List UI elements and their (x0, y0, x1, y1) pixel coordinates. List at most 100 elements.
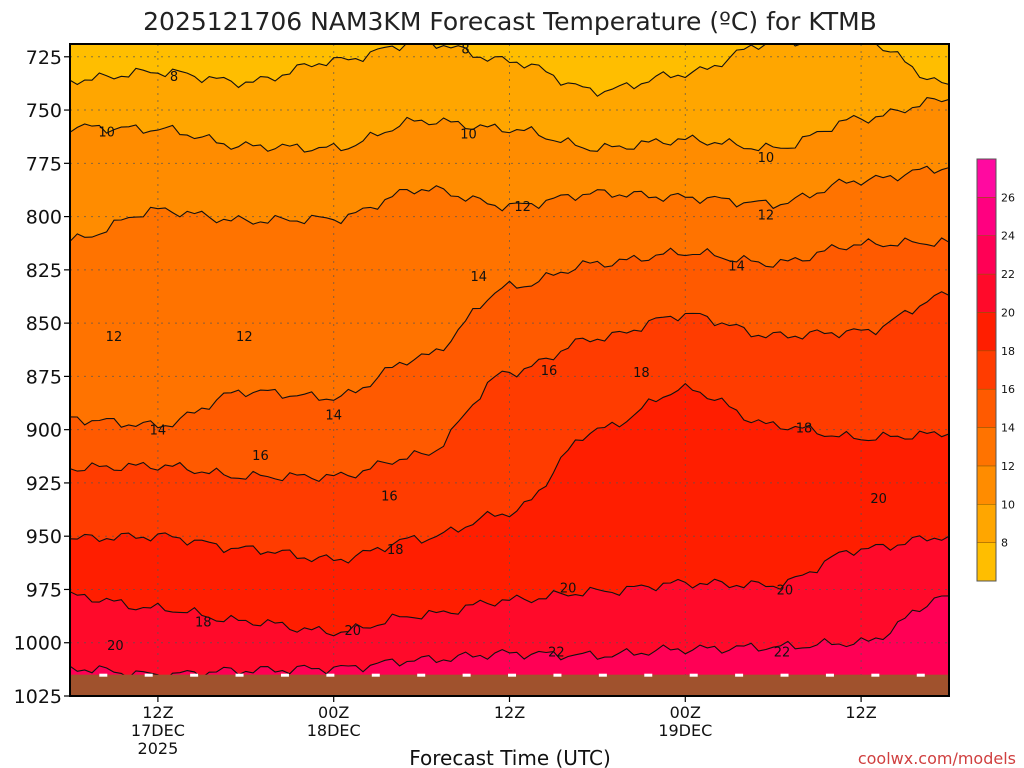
x-tick-label: 12Z (142, 703, 173, 722)
ground-surface-speckle (99, 673, 108, 677)
y-tick-label: 900 (26, 420, 62, 442)
ground-surface-speckle (780, 673, 789, 677)
contour-label: 12 (758, 208, 775, 223)
colorbar-label: 24 (1001, 230, 1015, 243)
contour-label: 10 (98, 125, 115, 140)
x-tick-label: 18DEC (307, 721, 361, 740)
contour-label: 8 (170, 70, 178, 85)
colorbar-label: 10 (1001, 498, 1015, 511)
y-tick-label: 825 (26, 260, 62, 282)
ground-surface-speckle (462, 673, 471, 677)
y-tick-label: 1000 (14, 633, 62, 655)
contour-labels: 8 8 10 10 10 12 12 12 12 14 14 14 14 16 16 16 18 18 18 18 20… (98, 42, 887, 660)
contour-label: 20 (344, 624, 361, 639)
contour-label: 18 (387, 543, 404, 558)
x-tick-label: 12Z (845, 703, 876, 722)
colorbar-swatch (976, 273, 997, 313)
colorbar-swatch (976, 350, 997, 390)
colorbar-swatch (976, 235, 997, 275)
colorbar-label: 18 (1001, 345, 1015, 358)
colorbar-label: 22 (1001, 268, 1015, 281)
isotherm-8 (70, 44, 949, 97)
x-tick-label: 00Z (670, 703, 701, 722)
colorbar-swatch (976, 542, 997, 582)
colorbar-swatch (976, 312, 997, 352)
ground-surface-speckle (871, 673, 880, 677)
x-tick-label: 19DEC (658, 721, 712, 740)
y-tick-label: 925 (26, 473, 62, 495)
colorbar-swatch (976, 427, 997, 467)
isotherm-20 (70, 535, 949, 637)
contour-label: 10 (758, 151, 775, 166)
isotherm-10 (70, 97, 949, 153)
colorbar-swatch (976, 504, 997, 543)
contour-label: 20 (560, 581, 577, 596)
isotherm-16 (70, 291, 949, 483)
contour-label: 20 (107, 639, 124, 654)
ground-surface-speckle (508, 673, 517, 677)
contour-label: 20 (777, 583, 794, 598)
contour-label: 16 (541, 364, 558, 379)
chart-title: 2025121706 NAM3KM Forecast Temperature (… (143, 7, 877, 36)
ground-surface-speckle (144, 673, 153, 677)
contour-label: 22 (548, 645, 565, 660)
ground-surface (70, 674, 949, 696)
y-tick-label: 750 (26, 100, 62, 122)
contour-label: 14 (728, 260, 745, 275)
contour-label: 16 (252, 449, 269, 464)
colorbar: 8 10 12 14 16 18 20 22 24 26 (976, 158, 1015, 582)
colorbar-label: 26 (1001, 191, 1015, 204)
ground-layer (70, 673, 949, 696)
ground-surface-speckle (417, 673, 426, 677)
x-axis-label: Forecast Time (UTC) (409, 746, 611, 768)
colorbar-label: 12 (1001, 460, 1015, 473)
ground-surface-speckle (235, 673, 244, 677)
ground-surface-speckle (689, 673, 698, 677)
isotherm-lines (70, 44, 949, 682)
isotherm-22 (70, 595, 949, 682)
ground-surface-speckle (326, 673, 335, 677)
ground-surface-speckle (825, 673, 834, 677)
y-tick-label: 725 (26, 47, 62, 69)
isotherm-18 (70, 382, 949, 564)
colorbar-swatch (976, 465, 997, 505)
contour-label: 12 (514, 200, 531, 215)
y-tick-label: 800 (26, 207, 62, 229)
contour-label: 20 (870, 492, 887, 507)
ground-surface-speckle (916, 673, 925, 677)
contour-label: 8 (461, 42, 469, 57)
isotherm-14 (70, 237, 949, 429)
colorbar-swatch (976, 388, 997, 428)
ground-surface-speckle (598, 673, 607, 677)
colorbar-swatch (976, 158, 997, 198)
y-tick-label: 975 (26, 579, 62, 601)
contour-label: 22 (774, 645, 791, 660)
colorbar-label: 16 (1001, 383, 1015, 396)
plot-area: 8 8 10 10 10 12 12 12 12 14 14 14 14 16 16 16 18 18 18 18 20… (70, 42, 949, 696)
y-tick-label: 775 (26, 153, 62, 175)
colorbar-swatch (976, 197, 997, 236)
ground-surface-speckle (280, 673, 289, 677)
x-tick-label: 2025 (138, 739, 179, 758)
isotherm-12 (70, 165, 949, 242)
y-tick-label: 850 (26, 313, 62, 335)
colorbar-label: 20 (1001, 306, 1015, 319)
x-tick-label: 17DEC (131, 721, 185, 740)
ground-surface-speckle (371, 673, 380, 677)
y-axis: 725 750 775 800 825 850 875 900 925 950 975 1000 102… (14, 47, 70, 708)
band-22 (70, 595, 949, 696)
contour-label: 12 (236, 330, 253, 345)
contour-label: 14 (150, 424, 167, 439)
y-tick-label: 950 (26, 526, 62, 548)
x-tick-label: 00Z (318, 703, 349, 722)
watermark-text: coolwx.com/models (858, 749, 1016, 768)
contour-label: 16 (381, 490, 398, 505)
colorbar-label: 8 (1001, 537, 1008, 550)
contour-label: 14 (325, 409, 342, 424)
contour-label: 14 (470, 270, 487, 285)
ground-surface-speckle (553, 673, 562, 677)
y-tick-label: 1025 (14, 686, 62, 708)
ground-surface-speckle (644, 673, 653, 677)
